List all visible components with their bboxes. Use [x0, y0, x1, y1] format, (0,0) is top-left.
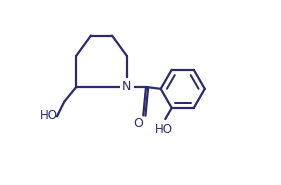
Text: HO: HO: [40, 109, 58, 122]
Text: O: O: [134, 117, 144, 130]
Text: N: N: [122, 80, 132, 93]
Text: HO: HO: [155, 123, 173, 136]
